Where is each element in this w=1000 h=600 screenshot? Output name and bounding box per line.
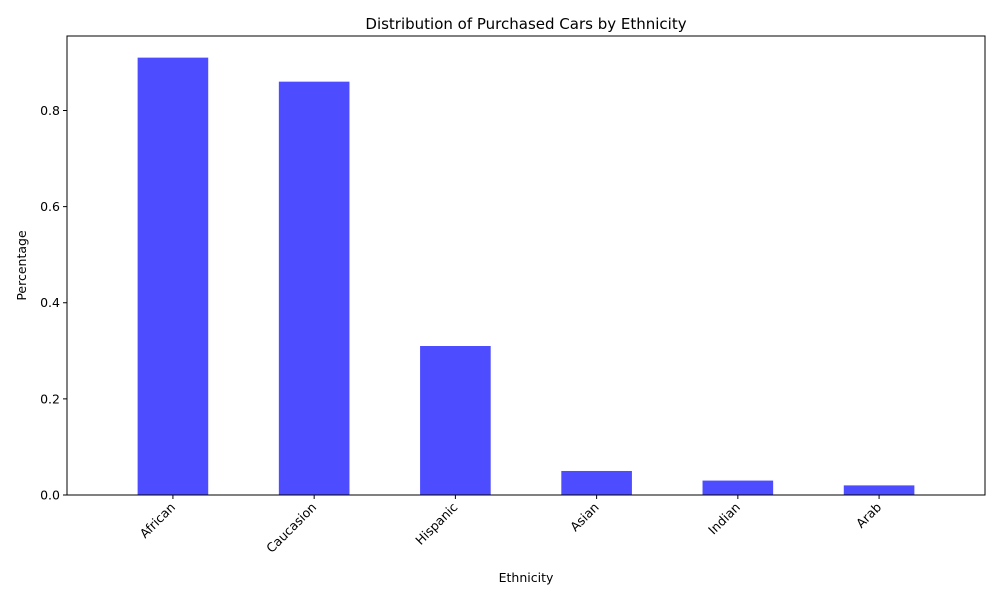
bar-hispanic	[420, 346, 491, 495]
x-tick-label-asian: Asian	[567, 500, 602, 535]
bar-caucasion	[278, 81, 350, 496]
x-axis-title: Ethnicity	[499, 570, 554, 585]
bar-arab	[843, 485, 915, 495]
x-tick-label-african: African	[137, 500, 178, 541]
y-tick-label: 0.6	[40, 199, 60, 214]
y-tick-label: 0.8	[40, 103, 60, 118]
y-tick-label: 0.0	[40, 488, 60, 503]
bar-african	[137, 57, 209, 496]
x-axis: African Caucasion Hispanic Asian Indian Arab	[137, 495, 884, 556]
y-tick-label: 0.4	[40, 295, 60, 310]
x-tick-label-hispanic: Hispanic	[412, 499, 460, 547]
x-tick-label-arab: Arab	[853, 499, 884, 530]
y-axis: 0.0 0.2 0.4 0.6 0.8	[40, 103, 67, 503]
y-axis-title: Percentage	[14, 230, 29, 301]
plot-frame	[66, 35, 986, 496]
bars-group	[137, 57, 915, 496]
chart-title: Distribution of Purchased Cars by Ethnic…	[365, 15, 686, 33]
bar-indian	[702, 480, 774, 495]
y-tick-label: 0.2	[40, 391, 60, 406]
x-tick-label-indian: Indian	[705, 500, 743, 538]
bar-asian	[561, 470, 632, 495]
x-tick-label-caucasion: Caucasion	[263, 500, 319, 556]
